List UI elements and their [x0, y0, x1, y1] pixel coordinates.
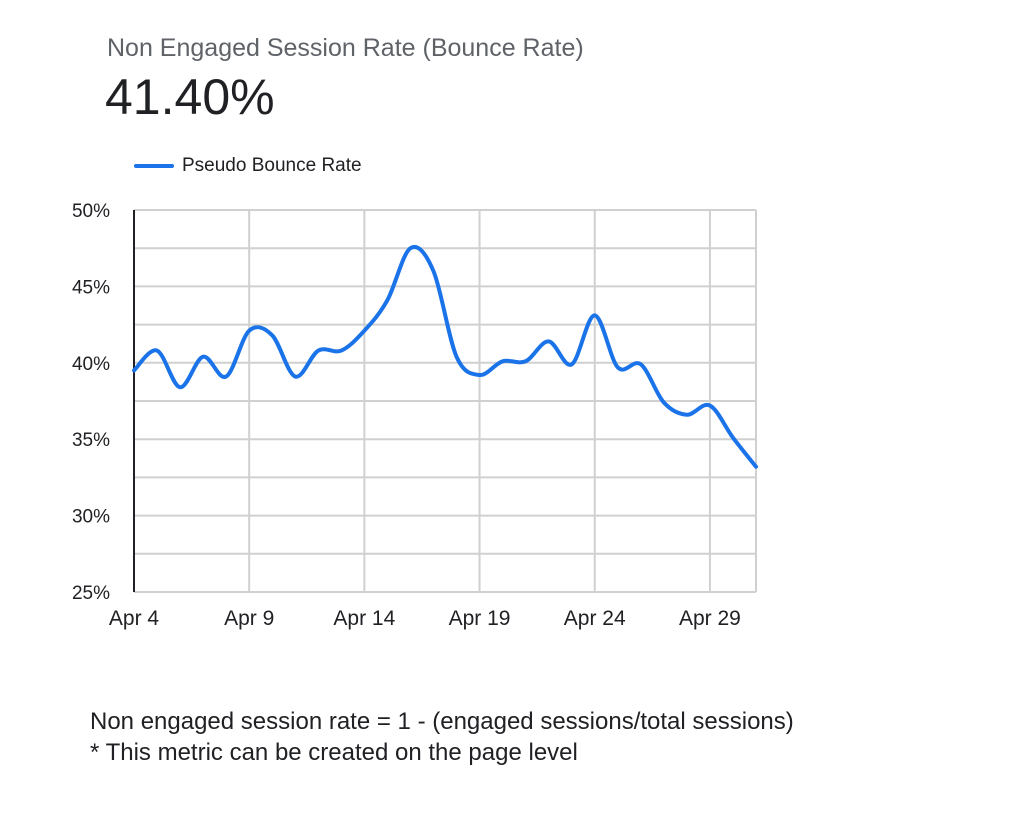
scorecard-title: Non Engaged Session Rate (Bounce Rate)	[107, 34, 584, 62]
x-tick-label: Apr 4	[109, 607, 160, 630]
y-tick-label: 40%	[72, 354, 110, 375]
legend-swatch	[134, 164, 174, 168]
formula-note: Non engaged session rate = 1 - (engaged …	[90, 708, 794, 735]
series-line-pseudo-bounce-rate	[132, 245, 758, 469]
x-tick-label: Apr 29	[679, 607, 741, 630]
x-tick-label: Apr 24	[564, 607, 626, 630]
y-tick-label: 25%	[72, 583, 110, 604]
x-tick-label: Apr 9	[224, 607, 274, 630]
x-tick-label: Apr 19	[449, 607, 511, 630]
chart-legend: Pseudo Bounce Rate	[134, 155, 362, 177]
x-tick-label: Apr 14	[333, 607, 395, 630]
line-chart: 25% 30% 35% 40% 45% 50% Apr 4 Apr 9 Apr 14 Apr 19…	[72, 201, 758, 630]
footnote: Non engaged session rate = 1 - (engaged …	[90, 706, 794, 768]
y-tick-label: 50%	[72, 201, 110, 222]
scorecard-value: 41.40%	[105, 69, 275, 125]
metric-note: * This metric can be created on the page…	[90, 739, 578, 766]
legend-label: Pseudo Bounce Rate	[182, 155, 362, 176]
y-tick-label: 45%	[72, 277, 110, 298]
y-tick-label: 30%	[72, 507, 110, 528]
y-tick-label: 35%	[72, 430, 110, 451]
